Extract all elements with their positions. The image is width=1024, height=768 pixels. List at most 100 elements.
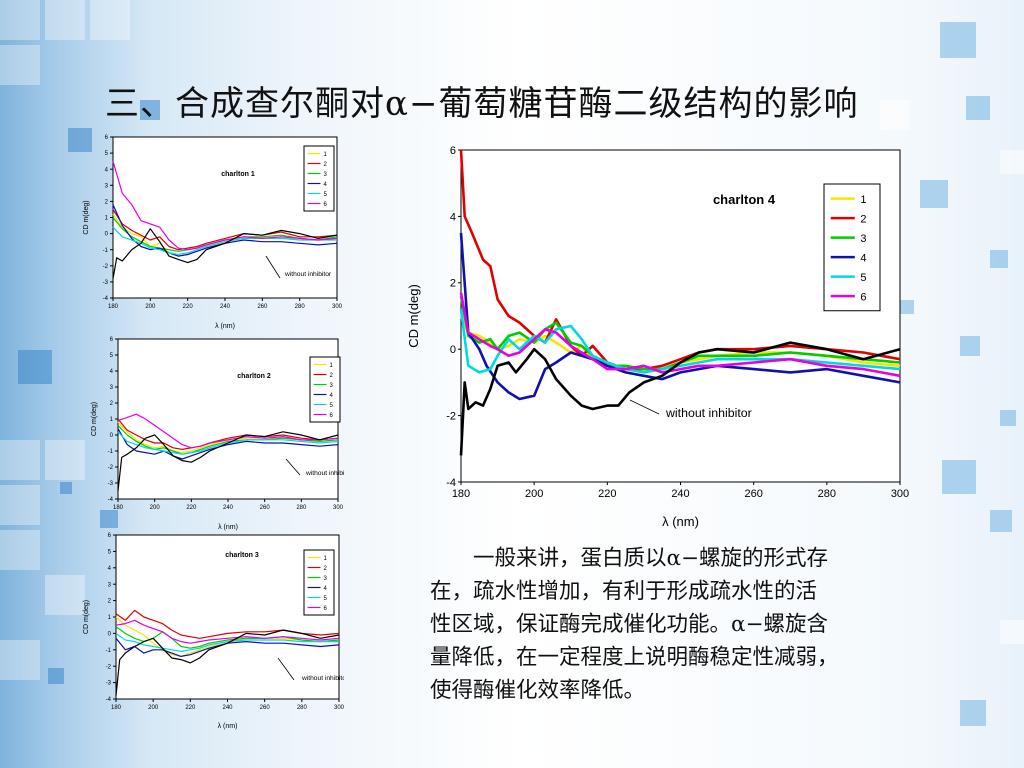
y-tick-label: 6 <box>110 337 114 343</box>
legend-label: 2 <box>324 566 328 572</box>
x-tick-label: 220 <box>598 488 616 500</box>
y-tick-label: -4 <box>103 296 109 302</box>
y-tick-label: -4 <box>446 477 456 489</box>
legend-label: 3 <box>860 233 866 245</box>
series-line-7 <box>115 629 340 696</box>
y-tick-label: 2 <box>450 278 456 290</box>
x-tick-label: 300 <box>333 505 344 511</box>
chart-title: charlton 4 <box>713 192 776 207</box>
series-line-3 <box>117 424 339 455</box>
y-tick-label: 6 <box>450 145 456 157</box>
paragraph-line: 量降低，在一定程度上说明酶稳定性减弱， <box>430 645 839 670</box>
legend-box <box>309 356 341 423</box>
annotation-label: without inhibitor <box>284 271 332 278</box>
legend-label: 5 <box>324 596 328 602</box>
y-tick-label: 0 <box>450 344 456 356</box>
legend-box <box>303 549 335 616</box>
x-tick-label: 200 <box>145 304 156 310</box>
y-tick-label: 5 <box>110 353 114 359</box>
x-tick-label: 260 <box>257 304 268 310</box>
y-tick-label: 0 <box>105 232 109 238</box>
annotation-label: without inhibitor <box>665 406 752 420</box>
series-line-7 <box>117 431 339 492</box>
y-tick-label: -1 <box>106 648 112 654</box>
series-line-4 <box>112 204 338 257</box>
series-line-6 <box>459 292 901 378</box>
legend-label: 4 <box>330 393 334 399</box>
chart-charlton-2: 180 200 220 240 260 280 300 -4 -3 -2 -1 0 1 2 3 4 5 6 λ (n… <box>91 337 344 531</box>
y-axis-label: CD m(deg) <box>83 600 90 634</box>
x-tick-label: 240 <box>222 705 233 711</box>
annotation-pointer <box>265 255 281 279</box>
y-tick-label: 1 <box>110 417 114 423</box>
x-tick-label: 200 <box>525 488 543 500</box>
series-line-4 <box>117 428 339 460</box>
y-tick-label: 0 <box>108 632 112 638</box>
legend-label: 3 <box>330 383 334 389</box>
x-tick-label: 280 <box>296 505 307 511</box>
series-line-7 <box>459 341 901 456</box>
legend-label: 3 <box>324 172 328 178</box>
y-tick-label: 2 <box>105 200 109 206</box>
series-line-1 <box>115 616 340 657</box>
chart-charlton-1: 180 200 220 240 260 280 300 -4 -3 -2 -1 0 1 2 3 4 5 6 λ (n… <box>83 135 342 330</box>
annotation-pointer <box>629 399 660 415</box>
x-axis-label: λ (nm) <box>662 514 699 529</box>
x-tick-label: 300 <box>334 705 344 711</box>
y-tick-label: -2 <box>103 264 109 270</box>
x-axis-label: λ (nm) <box>218 723 238 730</box>
y-axis-label: CD m(deg) <box>406 284 421 348</box>
y-tick-label: 3 <box>110 385 114 391</box>
x-tick-label: 180 <box>108 304 119 310</box>
series-line-6 <box>115 619 340 644</box>
x-tick-label: 180 <box>113 505 124 511</box>
y-tick-label: 4 <box>110 369 114 375</box>
y-tick-label: 0 <box>110 433 114 439</box>
y-tick-label: -3 <box>106 681 112 687</box>
series-line-6 <box>112 161 338 251</box>
series-line-2 <box>112 209 338 251</box>
annotation-pointer <box>277 657 295 681</box>
y-tick-label: 5 <box>105 151 109 157</box>
legend-label: 4 <box>324 182 328 188</box>
legend-label: 3 <box>324 576 328 582</box>
y-tick-label: 3 <box>105 183 109 189</box>
y-tick-label: 1 <box>108 615 112 621</box>
legend-label: 5 <box>330 403 334 409</box>
legend-label: 5 <box>860 272 866 284</box>
chart-title: charlton 1 <box>221 171 255 178</box>
y-tick-label: 6 <box>108 533 112 539</box>
y-tick-label: -3 <box>108 481 114 487</box>
y-tick-label: 4 <box>108 566 112 572</box>
x-tick-label: 180 <box>452 488 470 500</box>
legend-label: 4 <box>860 252 866 264</box>
y-tick-label: 1 <box>105 216 109 222</box>
paragraph-line: 一般来讲，蛋白质以α−螺旋的形式存 <box>430 546 829 571</box>
y-tick-label: -1 <box>103 248 109 254</box>
paragraph-line: 性区域，保证酶完成催化功能。α−螺旋含 <box>430 612 829 637</box>
x-tick-label: 220 <box>185 705 196 711</box>
legend-label: 6 <box>330 413 334 419</box>
x-tick-label: 300 <box>332 304 342 310</box>
legend-label: 5 <box>324 192 328 198</box>
legend-label: 6 <box>860 291 866 303</box>
chart-charlton-3: 180 200 220 240 260 280 300 -4 -3 -2 -1 0 1 2 3 4 5 6 λ (n… <box>83 533 344 730</box>
legend-label: 1 <box>324 556 328 562</box>
series-line-4 <box>115 637 340 657</box>
x-tick-label: 280 <box>295 304 306 310</box>
y-tick-label: 5 <box>108 550 112 556</box>
series-line-6 <box>117 413 339 449</box>
plot-area <box>112 136 338 299</box>
x-tick-label: 240 <box>220 304 231 310</box>
paragraph-line: 在，疏水性增加，有利于形成疏水性的活 <box>430 579 818 604</box>
series-line-5 <box>115 632 339 652</box>
x-tick-label: 280 <box>297 705 308 711</box>
legend-label: 2 <box>324 162 328 168</box>
y-tick-label: 6 <box>105 135 109 141</box>
legend-label: 1 <box>324 152 328 158</box>
x-tick-label: 220 <box>183 304 194 310</box>
annotation-label: without inhibitor <box>305 470 344 477</box>
y-tick-label: 2 <box>108 599 112 605</box>
series-line-5 <box>112 226 337 256</box>
